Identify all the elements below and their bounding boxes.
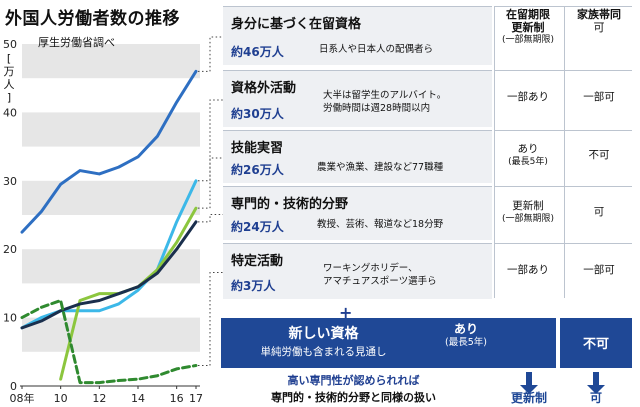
- status-row: 身分に基づく在留資格 約46万人 日系人や日本人の配偶者ら: [223, 6, 492, 65]
- down-arrow-icon: [520, 385, 538, 394]
- row-name: 身分に基づく在留資格: [231, 17, 362, 32]
- row-duration: 一部あり: [507, 263, 549, 276]
- row-desc: 日系人や日本人の配偶者ら: [319, 44, 434, 55]
- row-separator: [494, 70, 632, 71]
- row-connector: [198, 272, 223, 366]
- x-tick-label: 10: [54, 392, 68, 405]
- y-tick-label: 50: [3, 38, 17, 51]
- x-tick-label: 08年: [10, 391, 35, 405]
- row-connector: [198, 99, 223, 182]
- row-name: 技能実習: [231, 141, 284, 156]
- plus-sign: +: [339, 303, 353, 322]
- row-count: 約26万人: [231, 163, 284, 177]
- new-status-box: 新しい資格 単純労働も含まれる見通し あり (最長5年): [221, 318, 556, 368]
- status-row: 技能実習約26万人 農業や漁業、建設など77職種: [223, 130, 492, 183]
- row-family: 可: [593, 205, 605, 218]
- grid-band: [22, 180, 200, 215]
- new-status-family: 不可: [582, 337, 609, 352]
- row-duration: 一部あり: [507, 91, 549, 103]
- new-status-family-box: 不可: [560, 318, 632, 368]
- row-count: 約30万人: [231, 107, 284, 121]
- row-desc: 教授、芸術、報道など18分野: [317, 219, 444, 230]
- new-status-duration: あり (最長5年): [445, 322, 487, 348]
- row-connector: [198, 36, 223, 72]
- row-desc: 農業や漁業、建設など77職種: [317, 162, 444, 173]
- condition-line2: 専門的・技術的分野と同様の扱い: [271, 391, 436, 404]
- row-desc: ワーキングホリデー、 アマチュアスポーツ選手ら: [323, 262, 437, 287]
- x-tick-label: 12: [92, 392, 106, 405]
- row-duration: 更新制 (一部無期限): [501, 199, 555, 224]
- new-status-subtitle: 単純労働も含まれる見通し: [260, 346, 387, 358]
- family-header: 家族帯同 可: [577, 8, 621, 34]
- row-separator: [494, 186, 632, 187]
- row-desc: 大半は留学生のアルバイト。 労働時間は週28時間以内: [323, 90, 447, 114]
- column-separator: [494, 6, 495, 298]
- y-tick-label: 0: [10, 380, 17, 393]
- row-count: 約3万人: [231, 279, 276, 293]
- source-note: 厚生労働省調べ: [38, 36, 115, 49]
- grid-band: [22, 44, 200, 79]
- row-name: 特定活動: [231, 254, 284, 269]
- unit-label: [万人]: [3, 52, 15, 104]
- series-line-4: [20, 299, 198, 385]
- series-line-3: [20, 220, 198, 330]
- condition-duration: 更新制: [510, 391, 547, 405]
- column-separator: [564, 6, 565, 298]
- grid-band: [22, 112, 200, 147]
- row-connector: [198, 157, 223, 209]
- duration-header: 在留期限 更新制 (一部無期限): [501, 8, 555, 45]
- status-row: 特定活動約3万人 ワーキングホリデー、 アマチュアスポーツ選手ら: [223, 243, 492, 299]
- row-count: 約24万人: [231, 220, 284, 234]
- row-connector: [198, 214, 223, 223]
- row-duration: あり (最長5年): [508, 143, 548, 167]
- x-tick-label: 17: [189, 392, 203, 405]
- x-tick-label: 16: [170, 392, 184, 405]
- row-separator: [494, 130, 632, 131]
- row-family: 一部可: [583, 91, 615, 103]
- down-arrow-icon: [587, 385, 605, 394]
- row-name: 資格外活動: [231, 81, 297, 96]
- grid-band: [22, 317, 200, 352]
- status-row: 専門的・技術的分野 約24万人 教授、芸術、報道など18分野: [223, 186, 492, 240]
- row-separator: [494, 6, 632, 7]
- condition-line1: 高い専門性が認められれば: [287, 374, 420, 387]
- x-tick-label: 14: [131, 392, 145, 405]
- series-line-2: [59, 206, 198, 381]
- y-tick-label: 20: [3, 243, 17, 256]
- condition-family: 可: [589, 391, 602, 405]
- row-name: 専門的・技術的分野: [231, 197, 349, 212]
- chart-title: 外国人労働者数の推移: [5, 9, 180, 29]
- row-count: 約46万人: [231, 45, 284, 59]
- series-line-1: [20, 179, 198, 330]
- series-line-0: [20, 69, 198, 234]
- y-tick-label: 40: [3, 106, 17, 119]
- status-row: 資格外活動約30万人 大半は留学生のアルバイト。 労働時間は週28時間以内: [223, 70, 492, 127]
- row-separator: [494, 243, 632, 244]
- row-family: 不可: [588, 149, 610, 161]
- y-tick-label: 10: [3, 312, 17, 325]
- row-family: 一部可: [583, 263, 615, 276]
- new-status-title: 新しい資格: [288, 326, 359, 342]
- y-tick-label: 30: [3, 175, 17, 188]
